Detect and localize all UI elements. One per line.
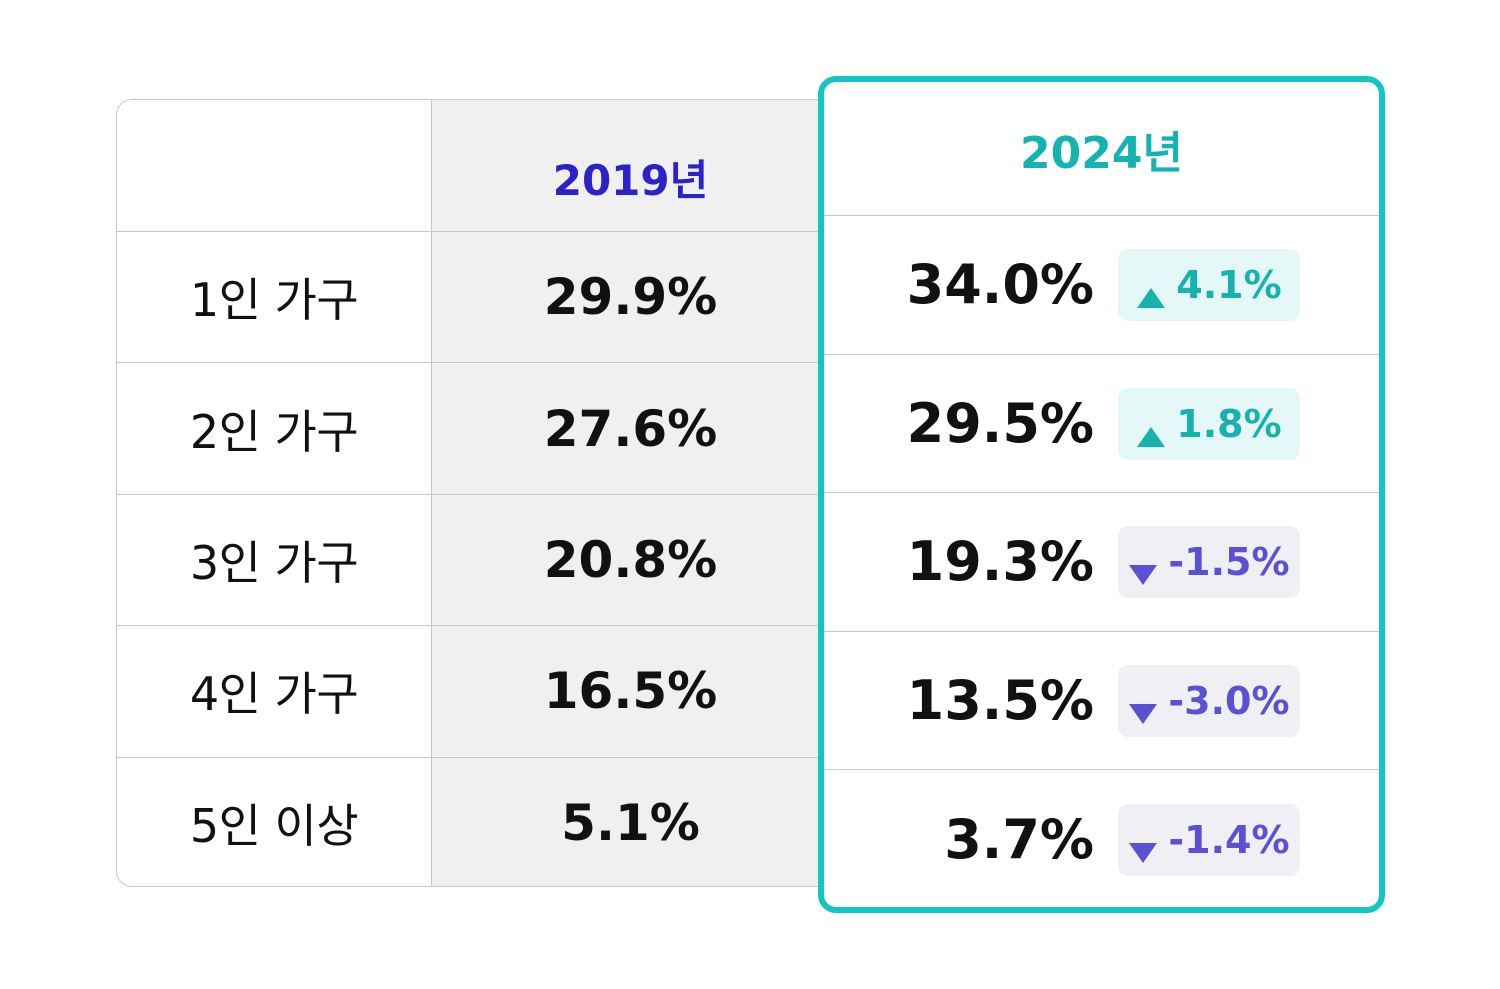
change-value: -1.4%: [1168, 817, 1290, 862]
value-2024: 34.0%: [906, 253, 1094, 317]
header-empty-cell: [117, 100, 431, 231]
table-row: 3.7% -1.4%: [824, 769, 1379, 907]
column-header-2019: 2019년: [431, 100, 828, 231]
value-2024: 19.3%: [906, 530, 1094, 594]
row-label: 1인 가구: [189, 273, 359, 328]
column-header-2024: 2024년: [1020, 127, 1183, 179]
row-label: 4인 가구: [189, 667, 359, 722]
change-badge: -3.0%: [1118, 665, 1300, 738]
row-label: 2인 가구: [189, 404, 359, 459]
row-label: 5인 이상: [189, 798, 359, 853]
value-2019: 20.8%: [431, 494, 828, 626]
change-badge: -1.5%: [1118, 526, 1300, 599]
table-row: 3인 가구 20.8%: [117, 493, 828, 626]
change-badge: 4.1%: [1118, 249, 1300, 322]
table-row: 2인 가구 27.6%: [117, 362, 828, 494]
value-2024: 13.5%: [906, 669, 1094, 733]
table-row: 34.0% 4.1%: [824, 215, 1379, 354]
table-row: 4인 가구 16.5%: [117, 625, 828, 757]
triangle-up-icon: [1136, 413, 1166, 447]
change-badge: 1.8%: [1118, 387, 1300, 460]
triangle-up-icon: [1136, 274, 1166, 309]
change-value: 1.8%: [1176, 401, 1282, 446]
change-value: -1.5%: [1168, 540, 1290, 585]
header-row-left: 2019년: [117, 100, 828, 231]
table-2024-highlight: 2024년 34.0% 4.1% 29.5% 1.8% 19.3% -1.5% 13.5% -…: [818, 76, 1385, 913]
table-2019: 2019년 1인 가구 29.9% 2인 가구 27.6% 3인 가구 20.8% 4인 가…: [116, 99, 828, 887]
change-badge: -1.4%: [1118, 803, 1300, 876]
triangle-down-icon: [1128, 551, 1158, 586]
triangle-down-icon: [1128, 690, 1158, 725]
table-row: 5인 이상 5.1%: [117, 756, 828, 886]
header-row-right: 2024년: [824, 82, 1379, 215]
value-2024: 29.5%: [906, 391, 1094, 455]
value-2019: 27.6%: [431, 363, 828, 494]
change-value: -3.0%: [1168, 679, 1290, 724]
value-2024: 3.7%: [944, 807, 1094, 871]
value-2019: 5.1%: [431, 757, 828, 886]
value-2019: 29.9%: [431, 232, 828, 363]
triangle-down-icon: [1128, 829, 1158, 863]
change-value: 4.1%: [1176, 263, 1282, 308]
value-2019: 16.5%: [431, 626, 828, 757]
table-row: 1인 가구 29.9%: [117, 231, 828, 363]
table-row: 13.5% -3.0%: [824, 630, 1379, 770]
row-label: 3인 가구: [189, 535, 359, 590]
table-row: 29.5% 1.8%: [824, 353, 1379, 493]
table-row: 19.3% -1.5%: [824, 492, 1379, 631]
